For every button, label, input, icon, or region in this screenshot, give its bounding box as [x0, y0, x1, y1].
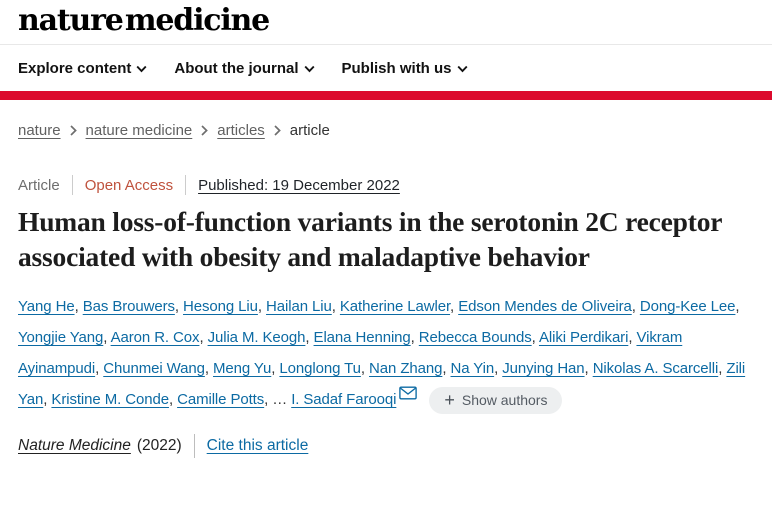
- main-nav: Explore content About the journal Publis…: [0, 45, 772, 91]
- chevron-right-icon: [274, 125, 281, 136]
- author-link[interactable]: Edson Mendes de Oliveira: [458, 298, 632, 315]
- author-link[interactable]: Katherine Lawler: [339, 298, 451, 315]
- site-header: nature medicine Explore content About th…: [0, 0, 772, 100]
- author-link[interactable]: Aliki Perdikari: [538, 329, 629, 346]
- authors-ellipsis: …: [272, 391, 288, 408]
- author-separator: ,: [199, 329, 208, 346]
- author-separator: ,: [331, 298, 340, 315]
- author-separator: ,: [271, 360, 280, 377]
- author-link[interactable]: Camille Potts: [177, 391, 265, 408]
- author-separator: ,: [410, 329, 419, 346]
- author-link[interactable]: Nan Zhang: [369, 360, 443, 377]
- author-separator: ,: [360, 360, 370, 377]
- article-type-label: Article: [18, 176, 60, 194]
- plus-icon: +: [444, 390, 455, 411]
- show-authors-label: Show authors: [461, 392, 548, 409]
- author-link[interactable]: Dong-Kee Lee: [639, 298, 736, 315]
- brand-color-bar: [0, 91, 772, 100]
- author-link[interactable]: Hesong Liu: [183, 298, 258, 315]
- breadcrumb-link-nature[interactable]: nature: [18, 122, 61, 139]
- chevron-down-icon: [304, 65, 315, 72]
- breadcrumb-current-article: article: [289, 122, 330, 139]
- author-link[interactable]: Rebecca Bounds: [418, 329, 532, 346]
- author-link[interactable]: Nikolas A. Scarcelli: [592, 360, 719, 377]
- author-link[interactable]: Vikram Ayinampudi: [18, 329, 683, 377]
- nav-publish-with-us[interactable]: Publish with us: [342, 60, 468, 77]
- corresponding-author-link[interactable]: I. Sadaf Farooqi: [291, 391, 397, 408]
- author-separator: ,: [95, 360, 104, 377]
- author-separator: ,: [174, 298, 184, 315]
- breadcrumb: nature nature medicine articles article: [18, 122, 754, 139]
- chevron-down-icon: [457, 65, 468, 72]
- author-link[interactable]: Zili Yan: [18, 360, 746, 408]
- nav-item-label: About the journal: [174, 60, 299, 77]
- author-link[interactable]: Bas Brouwers: [82, 298, 175, 315]
- chevron-right-icon: [69, 125, 77, 136]
- journal-logo[interactable]: nature medicine: [18, 3, 270, 38]
- article-page: nature nature medicine articles article …: [0, 122, 772, 458]
- author-separator: ,: [735, 298, 740, 315]
- author-link[interactable]: Yongjie Yang: [18, 329, 104, 346]
- author-link[interactable]: Elana Henning: [313, 329, 411, 346]
- author-separator: ,: [494, 360, 503, 377]
- author-link[interactable]: Longlong Tu: [279, 360, 361, 377]
- author-link[interactable]: Meng Yu: [213, 360, 272, 377]
- author-separator: ,: [74, 298, 83, 315]
- nav-explore-content[interactable]: Explore content: [18, 60, 147, 77]
- author-link[interactable]: Hailan Liu: [266, 298, 332, 315]
- published-date-link[interactable]: Published: 19 December 2022: [198, 176, 400, 194]
- author-separator: ,: [718, 360, 727, 377]
- author-separator: ,: [103, 329, 111, 346]
- author-separator: ,: [43, 391, 52, 408]
- nav-item-label: Publish with us: [341, 60, 452, 77]
- author-separator: ,: [305, 329, 314, 346]
- journal-year: (2022): [136, 437, 182, 454]
- author-separator: ,: [531, 329, 539, 346]
- author-separator: ,: [584, 360, 593, 377]
- author-link[interactable]: Aaron R. Cox: [110, 329, 200, 346]
- author-separator: ,: [442, 360, 451, 377]
- author-link[interactable]: Junying Han: [502, 360, 585, 377]
- author-link[interactable]: Yang He: [18, 298, 75, 315]
- divider: [185, 175, 187, 195]
- author-link[interactable]: Julia M. Keogh: [207, 329, 306, 346]
- author-separator: ,: [450, 298, 459, 315]
- divider: [71, 175, 73, 195]
- author-link[interactable]: Kristine M. Conde: [51, 391, 169, 408]
- author-list: Yang He, Bas Brouwers, Hesong Liu, Haila…: [18, 291, 754, 415]
- open-access-label: Open Access: [84, 176, 174, 194]
- logo-row: nature medicine: [0, 0, 772, 45]
- breadcrumb-link-articles[interactable]: articles: [217, 122, 265, 139]
- nav-about-the-journal[interactable]: About the journal: [174, 60, 315, 77]
- divider: [193, 434, 195, 458]
- author-separator: ,: [264, 391, 273, 408]
- author-separator: ,: [168, 391, 178, 408]
- chevron-down-icon: [136, 65, 147, 72]
- article-title: Human loss-of-function variants in the s…: [18, 206, 722, 272]
- author-separator: ,: [631, 298, 640, 315]
- journal-link[interactable]: Nature Medicine: [18, 437, 131, 454]
- author-separator: ,: [204, 360, 214, 377]
- author-link[interactable]: Chunmei Wang: [103, 360, 205, 377]
- article-meta: Article Open Access Published: 19 Decemb…: [18, 175, 754, 195]
- cite-article-link[interactable]: Cite this article: [206, 437, 309, 454]
- author-separator: ,: [257, 298, 267, 315]
- nav-item-label: Explore content: [18, 60, 132, 77]
- author-separator: ,: [628, 329, 637, 346]
- breadcrumb-link-nature-medicine[interactable]: nature medicine: [85, 122, 193, 139]
- author-links-group: Yang He, Bas Brouwers, Hesong Liu, Haila…: [18, 298, 745, 408]
- envelope-icon: [399, 386, 418, 400]
- show-authors-button[interactable]: + Show authors: [429, 386, 563, 414]
- chevron-right-icon: [201, 125, 209, 136]
- citation-row: Nature Medicine (2022) Cite this article: [18, 434, 754, 458]
- author-link[interactable]: Na Yin: [450, 360, 495, 377]
